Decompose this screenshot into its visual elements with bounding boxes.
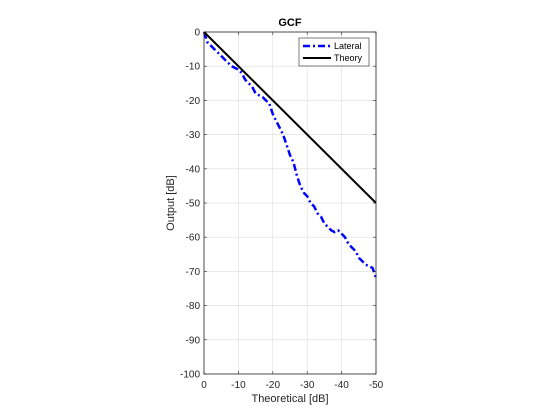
x-tick-label: -30 — [300, 380, 315, 391]
legend-label-theory: Theory — [334, 53, 363, 63]
x-tick-label: -20 — [266, 380, 281, 391]
y-tick-label: 0 — [194, 28, 200, 39]
series-layer — [202, 31, 378, 279]
legend-box — [298, 37, 370, 67]
y-axis-title: Output [dB] — [165, 175, 177, 231]
x-axis-title: Theoretical [dB] — [251, 393, 328, 405]
y-tick-label: -100 — [180, 370, 200, 381]
legend: Lateral Theory — [298, 37, 370, 67]
x-tick-label: -50 — [369, 380, 384, 391]
ticks — [203, 31, 377, 375]
tick-labels: 0 -10 -20 -30 -40 -50 0 -10 -20 -30 -40 -50 -60 -70 -8… — [180, 28, 384, 392]
x-tick-label: -10 — [231, 380, 246, 391]
y-tick-label: -50 — [186, 199, 201, 210]
x-tick-label: -40 — [334, 380, 349, 391]
chart-title: GCF — [278, 17, 302, 29]
y-tick-label: -20 — [186, 96, 201, 107]
legend-label-lateral: Lateral — [334, 41, 362, 51]
y-tick-label: -10 — [186, 62, 201, 73]
y-tick-label: -70 — [186, 267, 201, 278]
y-tick-label: -60 — [186, 233, 201, 244]
y-tick-label: -30 — [186, 130, 201, 141]
y-tick-label: -90 — [186, 335, 201, 346]
x-tick-label: 0 — [201, 380, 207, 391]
series-line-theory — [203, 31, 377, 204]
y-tick-label: -40 — [186, 164, 201, 175]
series-line-lateral — [202, 31, 378, 279]
y-tick-label: -80 — [186, 301, 201, 312]
